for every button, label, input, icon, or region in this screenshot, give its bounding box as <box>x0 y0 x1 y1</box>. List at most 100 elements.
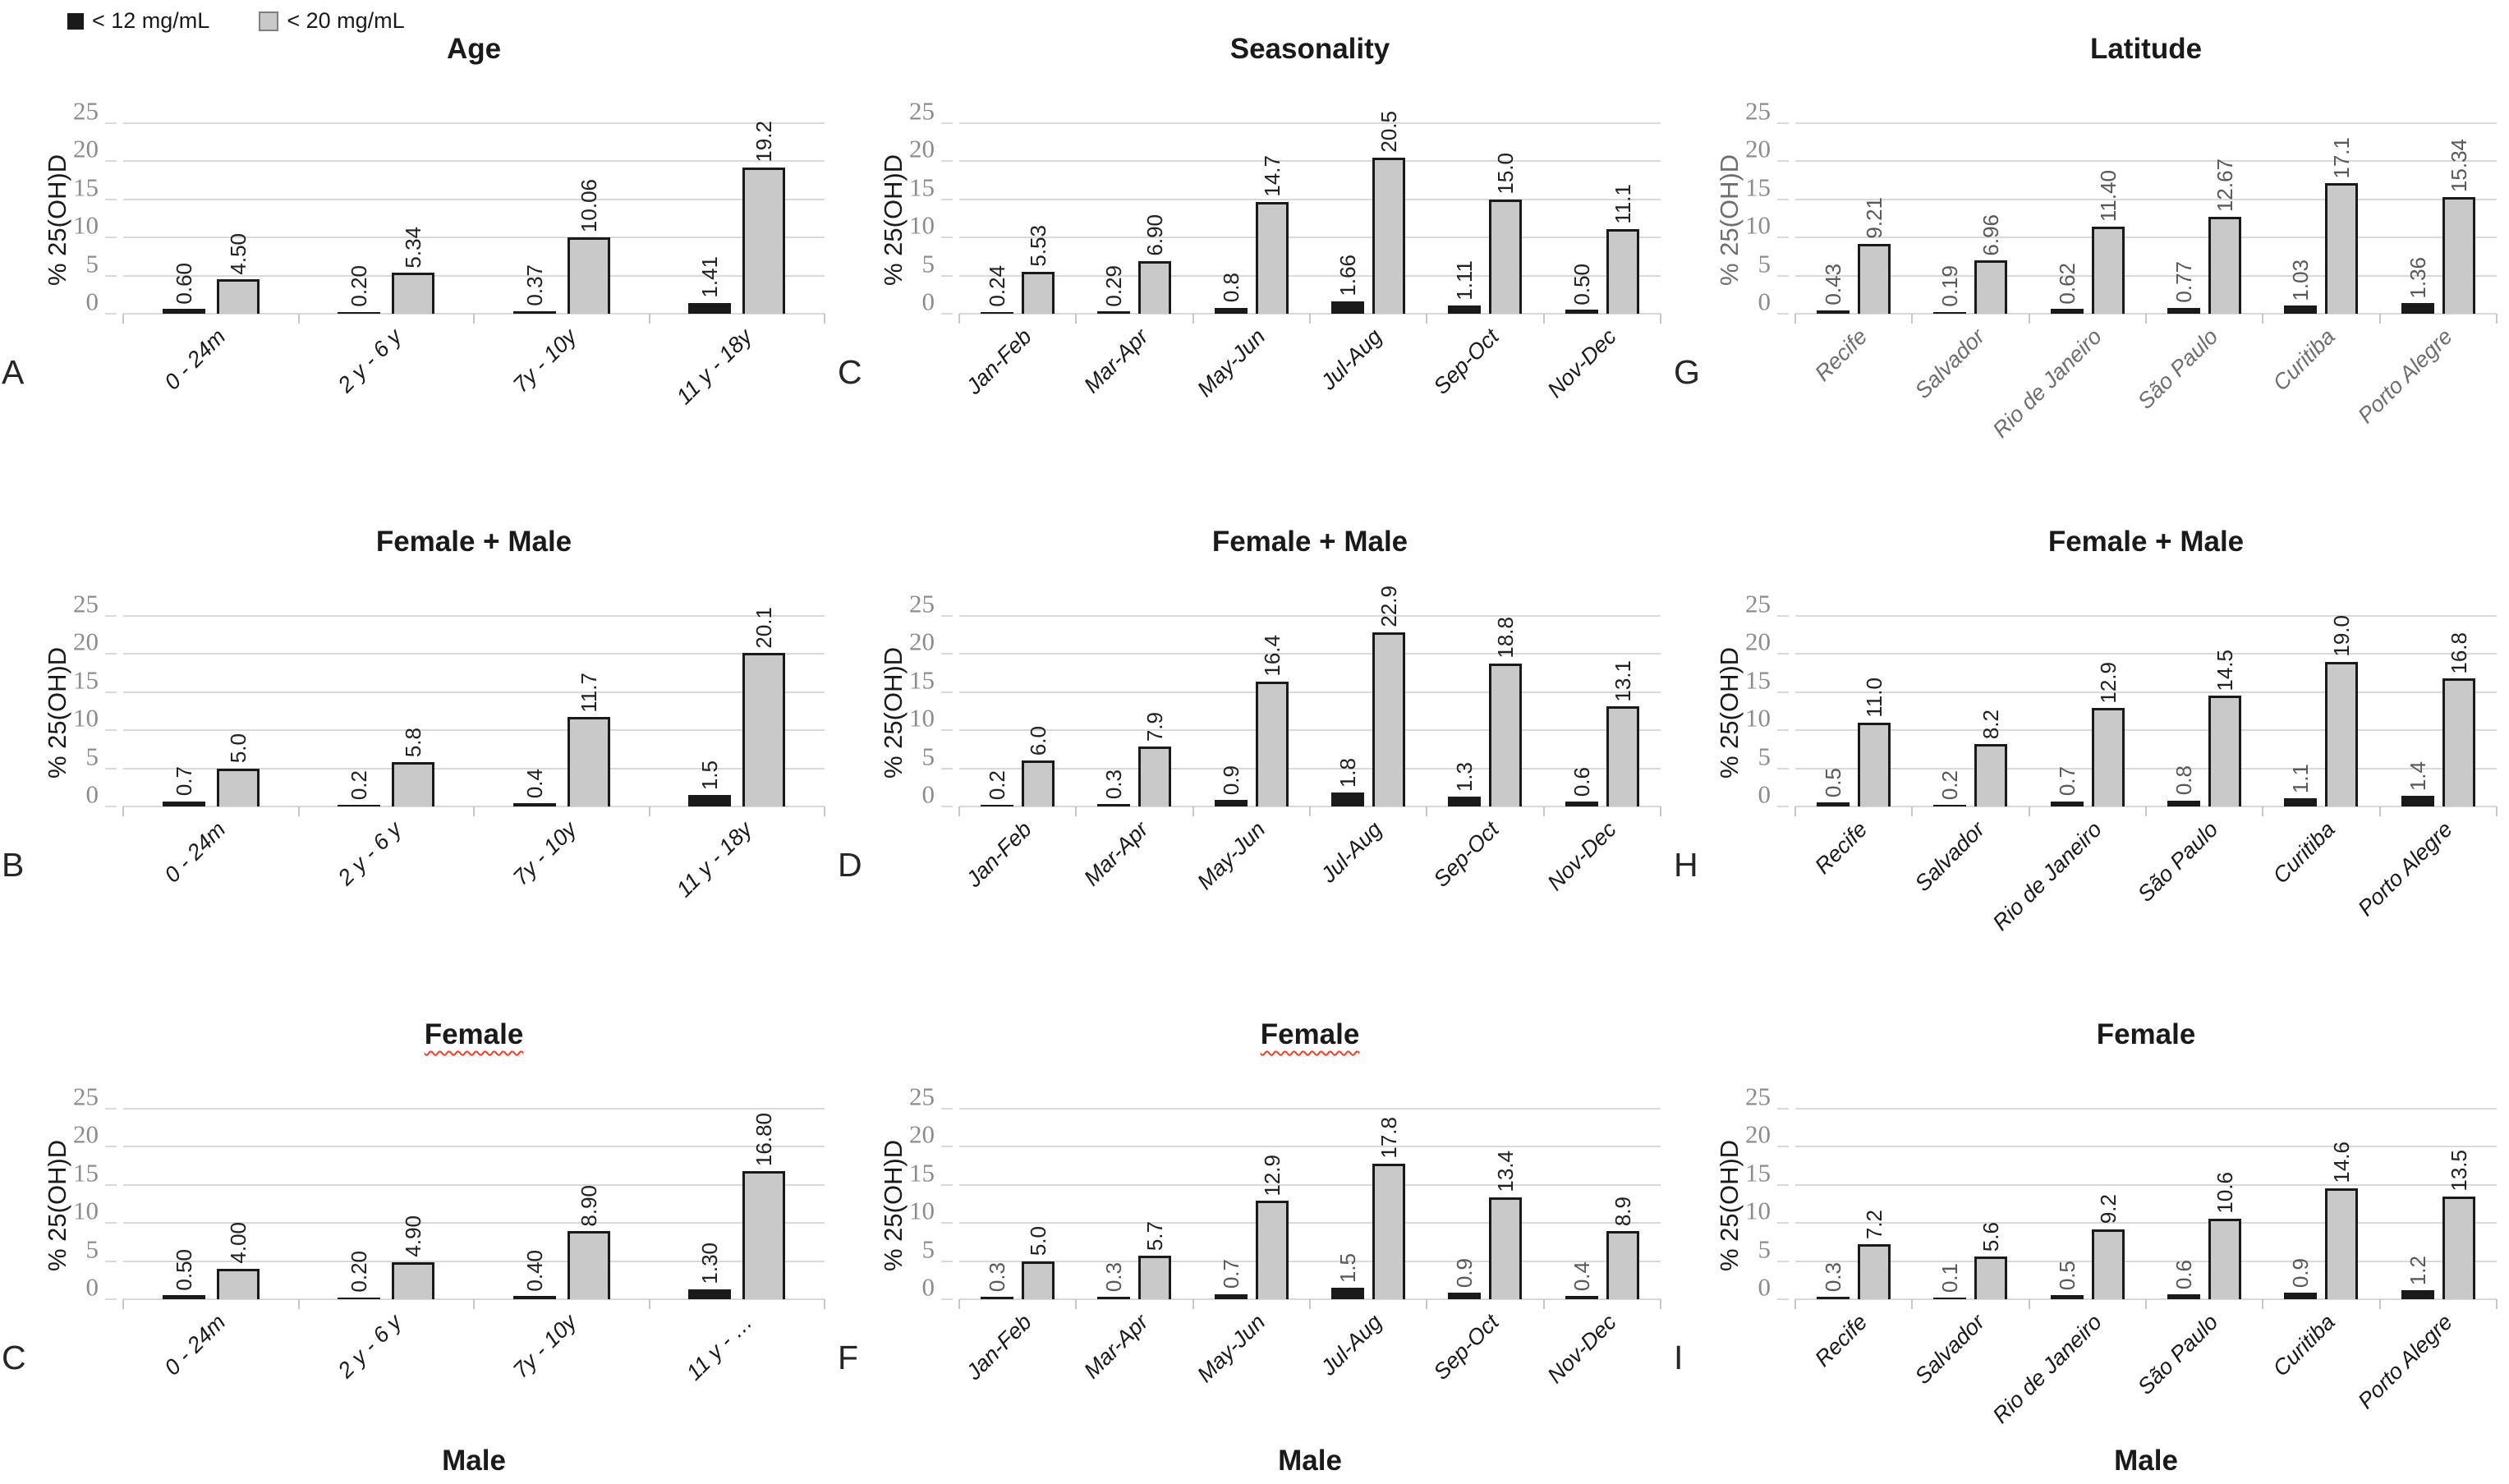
bar-group: 0.5 11.0 <box>1795 616 1912 806</box>
bar-with-label: 1.1 <box>2284 616 2318 806</box>
bar-value-label: 6.0 <box>1026 726 1051 756</box>
x-axis-tick <box>1192 314 1194 324</box>
bar-group: 0.3 7.2 <box>1795 1109 1912 1299</box>
bar-value-label: 0.4 <box>1569 1261 1594 1292</box>
category-labels: Recife Salvador Rio de Janeiro São Paulo Cur… <box>1795 1299 2497 1468</box>
bar-value-label: 8.9 <box>1610 1197 1635 1227</box>
bar-with-label: 0.9 <box>1448 1109 1482 1299</box>
bar-value-label: 0.3 <box>985 1262 1010 1293</box>
y-axis-tick <box>105 1222 117 1224</box>
bar-lt12 <box>512 803 556 806</box>
category-label: Jan-Feb <box>961 324 1036 399</box>
y-axis-tick <box>1777 729 1789 732</box>
bar-lt20 <box>742 1171 786 1299</box>
y-axis-tick <box>105 615 117 617</box>
x-axis-tick <box>1426 806 1428 816</box>
gridline <box>123 691 825 693</box>
bar-lt20 <box>1489 663 1523 806</box>
category-slot: Sep-Oct <box>1427 1299 1543 1468</box>
bar-value-label: 6.96 <box>1978 214 2004 256</box>
x-axis-tick <box>648 1299 650 1309</box>
bar-with-label: 8.2 <box>1974 616 2008 806</box>
bar-group: 1.4 16.8 <box>2380 616 2497 806</box>
bar-value-label: 0.2 <box>347 770 372 800</box>
bar-value-label: 5.34 <box>401 226 426 269</box>
category-slot: Mar-Apr <box>1076 314 1192 482</box>
bar-lt12 <box>2167 307 2201 314</box>
bar-lt20 <box>1022 1261 1055 1299</box>
bar-lt12 <box>688 795 732 806</box>
x-axis-tick <box>297 806 300 816</box>
category-slot: Salvador <box>1910 806 2029 975</box>
y-tick-label: 0 <box>921 287 935 316</box>
bar-lt12 <box>162 1295 205 1299</box>
bar-value-label: 0.7 <box>171 766 196 797</box>
chart-panel-I: Female % 25(OH)D 0 5 10 15 20 25 0.3 7.2 0.1 5.6 0.5… <box>1672 1010 2508 1484</box>
bar-value-label: 16.8 <box>2446 632 2471 674</box>
x-axis-tick <box>1192 806 1194 816</box>
bar-value-label: 1.3 <box>1452 761 1477 792</box>
bar-value-label: 4.00 <box>225 1222 250 1264</box>
bar-value-label: 10.06 <box>576 178 601 232</box>
category-label: 2 y - 6 y <box>333 324 407 397</box>
chart-title: Female + Male <box>1211 526 1408 558</box>
category-slot: São Paulo <box>2133 1299 2263 1468</box>
bar-group: 0.4 8.9 <box>1544 1109 1661 1299</box>
bar-group: 1.5 20.1 <box>650 607 825 806</box>
bar-with-label: 6.90 <box>1138 123 1172 314</box>
bar-lt20 <box>1858 722 1891 806</box>
bar-with-label: 0.7 <box>2050 616 2084 806</box>
bar-group: 0.29 6.90 <box>1076 123 1192 314</box>
category-label: Jul-Aug <box>1316 1309 1387 1381</box>
gridline <box>123 1260 825 1262</box>
gridline <box>123 237 825 239</box>
bar-value-label: 5.6 <box>1978 1221 2004 1252</box>
bar-group: 0.24 5.53 <box>959 123 1076 314</box>
bar-group: 0.50 11.1 <box>1544 123 1661 314</box>
bar-with-label: 0.6 <box>2167 1109 2201 1299</box>
y-axis-tick <box>941 1298 953 1300</box>
category-label: Recife <box>1810 1309 1873 1371</box>
bar-with-label: 20.5 <box>1372 111 1406 314</box>
bar-lt20 <box>1138 746 1172 806</box>
y-axis-tick <box>105 653 117 655</box>
bar-value-label: 0.6 <box>1569 767 1594 797</box>
category-label: 0 - 24m <box>159 324 231 395</box>
category-slot: 0 - 24m <box>123 806 299 975</box>
bar-with-label: 5.0 <box>1022 1109 1055 1299</box>
bar-lt12 <box>1097 311 1131 314</box>
category-slot: Porto Alegre <box>2353 314 2497 482</box>
bar-value-label: 1.8 <box>1335 758 1361 788</box>
x-axis-tick <box>2145 1299 2147 1309</box>
gridline <box>1795 691 2497 693</box>
bar-group: 1.30 16.80 <box>650 1109 825 1299</box>
y-tick-label: 10 <box>909 1196 935 1225</box>
bar-with-label: 0.8 <box>1214 123 1248 314</box>
category-slot: 11 y - 18y <box>650 314 825 482</box>
bar-group: 0.7 12.9 <box>2029 616 2146 806</box>
bar-with-label: 0.1 <box>1933 1109 1967 1299</box>
bar-value-label: 5.53 <box>1026 225 1051 267</box>
bar-value-label: 19.0 <box>2329 615 2355 657</box>
gridline <box>123 198 825 200</box>
y-tick-label: 20 <box>73 134 99 163</box>
bar-group: 1.36 15.34 <box>2380 123 2497 314</box>
x-axis-tick <box>1542 314 1545 324</box>
category-labels: Jan-Feb Mar-Apr May-Jun Jul-Aug Sep-Oct Nov-D… <box>959 1299 1661 1468</box>
category-slot: 2 y - 6 y <box>299 1299 475 1468</box>
y-axis-title: % 25(OH)D <box>43 646 71 779</box>
y-tick-label: 10 <box>73 703 99 733</box>
bar-lt12 <box>1817 1297 1850 1299</box>
bar-value-label: 0.8 <box>1218 273 1243 303</box>
bar-with-label: 9.21 <box>1858 123 1891 314</box>
y-axis-title: % 25(OH)D <box>1715 1139 1744 1272</box>
bar-with-label: 0.62 <box>2050 123 2084 314</box>
bar-value-label: 0.50 <box>1569 263 1594 306</box>
x-axis-tick <box>1192 1299 1194 1309</box>
bar-with-label: 0.5 <box>1817 616 1850 806</box>
y-axis-title: % 25(OH)D <box>43 1139 71 1272</box>
bar-lt20 <box>1138 260 1172 314</box>
category-label: São Paulo <box>2133 816 2223 907</box>
bar-value-label: 4.50 <box>225 232 250 275</box>
bar-lt20 <box>2325 1188 2359 1299</box>
